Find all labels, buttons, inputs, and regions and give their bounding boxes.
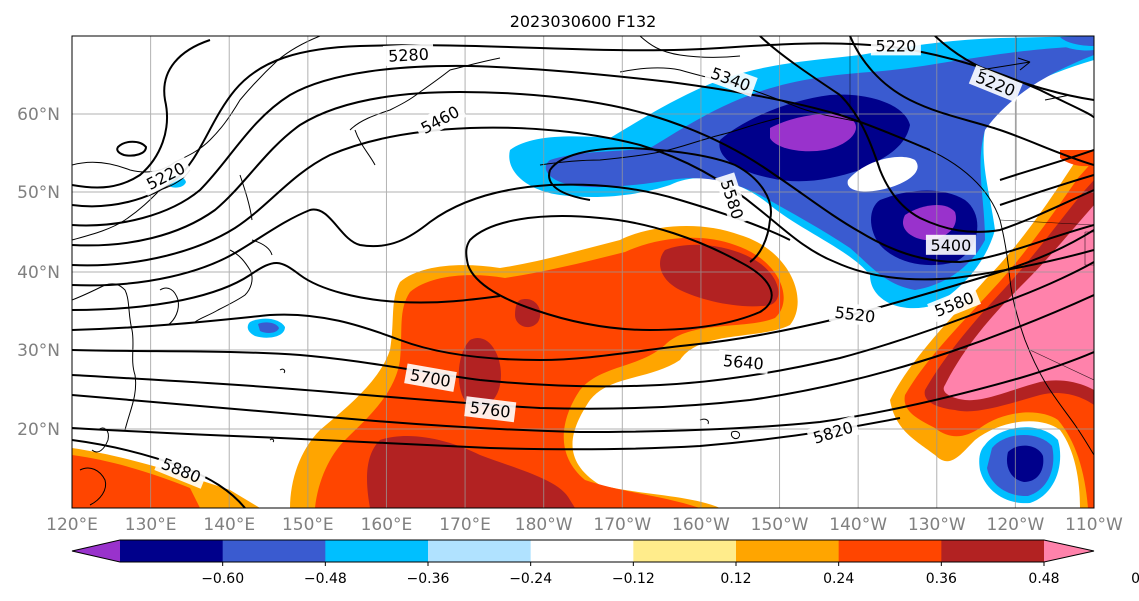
latitude-label: 30°N [17,341,60,361]
colorbar-swatch [633,540,737,562]
longitude-label: 150°E [282,515,334,535]
contour-label: 5220 [870,36,921,56]
colorbar-swatch [530,540,634,562]
colorbar-outline [71,539,1095,563]
colorbar-swatch [736,540,840,562]
colorbar-tick-label: 0.60 [1131,571,1139,587]
map-title: 2023030600 F132 [510,12,657,31]
colorbar-swatch [428,540,532,562]
longitude-label: 130°W [908,515,966,535]
contour-label-text: 5640 [722,351,764,373]
colorbar-tick-label: 0.36 [926,571,957,587]
contour-label: 5400 [925,234,976,255]
colorbar-tick-label: −0.60 [201,571,244,587]
height-contours [72,36,1094,508]
longitude-label: 150°W [751,515,809,535]
colorbar-tick-label: −0.48 [304,571,347,587]
contour-label: 5760 [464,396,517,423]
colorbar-tick-label: −0.12 [612,571,655,587]
longitude-label: 120°E [46,515,98,535]
longitude-label: 160°E [361,515,413,535]
colorbar-tick-labels: −0.60 −0.48 −0.36 −0.24 −0.12 0.12 0.24 0.36 0.4… [201,562,1139,587]
strong-negative-core [770,114,856,152]
longitude-labels: 120°E 130°E 140°E 150°E 160°E 170°E 180°W 170°W… [46,515,1123,535]
contour-label-text: 5220 [876,36,917,55]
colorbar-swatch [941,540,1045,562]
latitude-label: 60°N [17,105,60,125]
strong-positive-central [660,244,779,307]
longitude-label: 120°W [987,515,1045,535]
latitude-labels: 60°N 50°N 40°N 30°N 20°N [17,105,60,440]
longitude-label: 170°W [593,515,651,535]
longitude-label: 160°W [672,515,730,535]
longitude-label: 130°E [125,515,177,535]
colorbar-tick-label: 0.48 [1028,571,1059,587]
colorbar-swatch [325,540,429,562]
contour-label-text: 5280 [388,45,430,66]
longitude-label: 180°W [515,515,573,535]
strong-positive-westcoast [943,205,1094,401]
contour-label: 5520 [828,301,882,328]
contour-label-text: 5760 [469,398,512,422]
longitude-label: 170°E [439,515,491,535]
colorbar-tick-label: −0.24 [509,571,552,587]
longitude-label: 110°W [1065,515,1123,535]
latitude-label: 20°N [17,420,60,440]
colorbar-extend-min [72,540,120,562]
coastlines [72,36,1094,506]
contour-label-text: 5520 [834,303,877,327]
colorbar-extend-max [1044,540,1094,562]
colorbar-swatch [120,540,224,562]
colorbar-tick-label: −0.36 [407,571,450,587]
map-frame [71,35,1095,509]
latitude-label: 40°N [17,263,60,283]
latitude-label: 50°N [17,183,60,203]
contour-label: 5640 [717,349,770,374]
colorbar-tick-label: 0.24 [823,571,854,587]
contour-label-text: 5400 [931,236,972,255]
colorbar-tick-label: 0.12 [720,571,751,587]
colorbar-swatch [222,540,326,562]
contour-label: 5280 [382,43,434,67]
wind-arrows [979,57,1071,101]
colorbar-swatch [838,540,942,562]
longitude-label: 140°E [203,515,255,535]
colorbar [71,539,1095,563]
longitude-label: 140°W [829,515,887,535]
